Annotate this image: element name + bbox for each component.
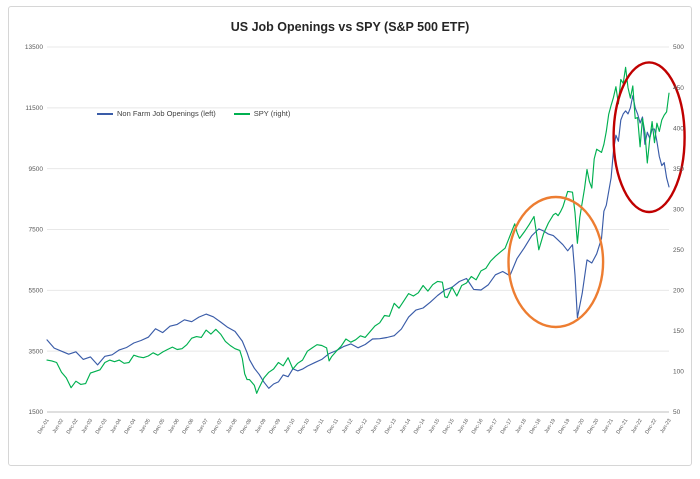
- x-axis-tick-label: Dec-15: [442, 418, 456, 435]
- x-axis-tick-label: Dec-19: [557, 418, 571, 435]
- x-axis-tick-label: Dec-13: [384, 418, 398, 435]
- x-axis-tick-label: Dec-08: [239, 418, 253, 435]
- x-axis-tick-label: Dec-10: [297, 418, 311, 435]
- right-axis-tick-label: 350: [673, 166, 684, 173]
- x-axis-tick-label: Dec-09: [268, 418, 282, 435]
- x-axis-tick-label: Dec-17: [500, 418, 514, 435]
- x-axis-tick-label: Jun-06: [167, 418, 181, 435]
- x-axis-tick-label: Dec-20: [586, 418, 600, 435]
- x-axis-tick-label: Jun-14: [399, 418, 413, 435]
- left-axis-tick-label: 13500: [25, 44, 43, 51]
- x-axis-tick-label: Jun-08: [225, 418, 239, 435]
- x-axis-tick-label: Dec-04: [124, 418, 138, 435]
- right-axis-tick-label: 500: [673, 44, 684, 51]
- x-axis-tick-label: Jun-10: [283, 418, 297, 435]
- chart-title: US Job Openings vs SPY (S&P 500 ETF): [230, 20, 470, 34]
- chart-canvas: 13500 11500 9500 7500 5500 3500 1500 500 450 400 3…: [25, 44, 686, 435]
- left-axis-tick-label: 11500: [25, 105, 43, 112]
- x-axis-tick-label: Dec-21: [615, 418, 629, 435]
- x-axis-tick-label: Dec-07: [210, 418, 224, 435]
- x-axis-tick-label: Dec-14: [413, 418, 427, 435]
- left-axis-tick-label: 3500: [29, 348, 44, 355]
- x-axis-tick-label: Dec-16: [471, 418, 485, 435]
- right-axis-tick-label: 250: [673, 247, 684, 254]
- x-axis-tick-label: Jun-04: [110, 418, 124, 435]
- legend-line-swatch-blue: [97, 112, 113, 115]
- legend-item-spy: SPY (right): [233, 109, 291, 118]
- x-axis-tick-label: Jun-12: [341, 418, 355, 435]
- series-line-spy: [46, 66, 670, 394]
- right-axis-tick-label: 100: [673, 369, 684, 376]
- x-axis-tick-label: Dec-01: [37, 418, 51, 435]
- legend-line-swatch-green: [233, 112, 250, 115]
- x-axis-tick-label: Jun-09: [254, 418, 268, 435]
- x-axis-tick-label: Jun-13: [370, 418, 384, 435]
- x-axis-tick-label: Jun-22: [630, 418, 644, 435]
- right-axis-tick-label: 150: [673, 328, 684, 335]
- x-axis-tick-label: Jun-21: [601, 418, 615, 435]
- divergence-ellipse: [612, 61, 686, 214]
- x-axis-tick-label: Jun-23: [659, 418, 673, 435]
- x-axis-tick-label: Jun-11: [312, 418, 325, 434]
- x-axis-tick-label: Jun-17: [486, 418, 500, 435]
- right-axis-tick-label: 450: [673, 85, 684, 92]
- x-axis-tick-label: Dec-11: [326, 418, 340, 435]
- covid-dip-ellipse: [507, 195, 605, 329]
- chart-frame: 13500 11500 9500 7500 5500 3500 1500 500 450 400 3…: [8, 6, 692, 466]
- right-axis-tick-label: 200: [673, 288, 684, 295]
- x-axis-tick-label: Jun-20: [572, 418, 586, 435]
- x-axis-tick-label: Jun-02: [52, 418, 66, 435]
- left-axis-tick-label: 5500: [29, 288, 44, 295]
- left-axis-tick-label: 7500: [29, 227, 44, 234]
- right-axis-tick-label: 400: [673, 125, 684, 132]
- x-axis-tick-label: Dec-12: [355, 418, 369, 435]
- x-axis-tick-label: Jun-19: [543, 418, 557, 435]
- x-axis-tick-label: Jun-03: [81, 418, 95, 435]
- x-axis-tick-label: Jun-05: [138, 418, 152, 435]
- x-axis-tick-label: Dec-03: [95, 418, 109, 435]
- legend-label-job-openings: Non Farm Job Openings (left): [117, 109, 216, 118]
- legend-label-spy: SPY (right): [253, 109, 291, 118]
- x-axis-tick-label: Jun-18: [515, 418, 529, 435]
- x-axis-tick-label: Jun-16: [457, 418, 471, 435]
- legend-item-job-openings: Non Farm Job Openings (left): [97, 109, 216, 118]
- x-axis-tick-label: Dec-02: [66, 418, 80, 435]
- right-axis-tick-label: 300: [673, 206, 684, 213]
- x-axis-tick-label: Dec-22: [644, 418, 658, 435]
- legend: Non Farm Job Openings (left) SPY (right): [97, 109, 290, 118]
- left-axis-tick-label: 1500: [29, 409, 44, 416]
- x-axis-tick-label: Jun-07: [196, 418, 210, 435]
- x-axis-tick-label: Dec-06: [181, 418, 195, 435]
- left-axis-tick-label: 9500: [29, 166, 44, 173]
- x-axis-tick-label: Dec-18: [529, 418, 543, 435]
- right-axis-tick-label: 50: [673, 409, 681, 416]
- x-axis-tick-label: Dec-05: [152, 418, 166, 435]
- series-line-job-openings: [46, 95, 670, 389]
- x-axis-tick-label: Jun-15: [428, 418, 442, 435]
